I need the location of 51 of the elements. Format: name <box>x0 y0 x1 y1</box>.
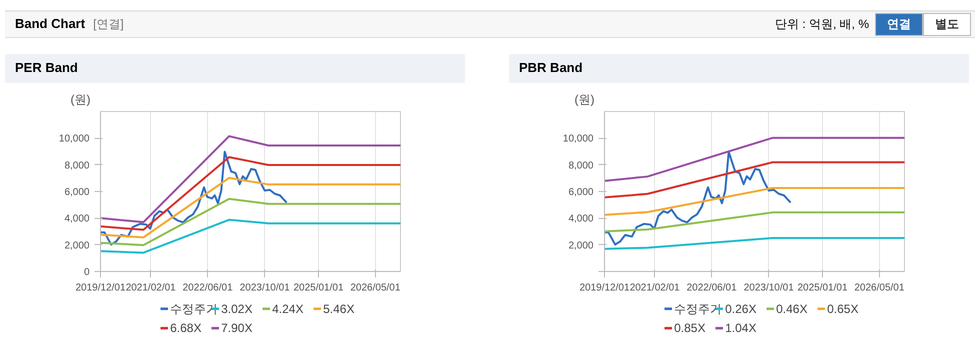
line-series <box>100 156 400 231</box>
text: [연결] <box>93 17 124 32</box>
y-tick-label: 6,000 <box>568 187 594 198</box>
line-series <box>100 150 288 246</box>
y-tick-label: 10,000 <box>562 134 594 145</box>
line-series <box>100 176 400 238</box>
legend-label: 5.46X <box>323 302 354 316</box>
legend-label: 4.24X <box>272 302 304 316</box>
x-tick-label: 2019/12/01 <box>75 282 126 294</box>
line-series <box>604 150 792 246</box>
x-tick-label: 2022/06/01 <box>686 282 738 294</box>
text: Band Chart <box>15 16 86 32</box>
legend-label: 7.90X <box>221 321 252 336</box>
line-series <box>100 135 400 224</box>
x-tick-label: 2022/06/01 <box>182 282 234 294</box>
x-tick-label: 2025/01/01 <box>797 282 848 294</box>
y-tick-label: 6,000 <box>64 187 90 198</box>
legend-label: 수정주가 <box>170 302 218 316</box>
legend-label: 6.68X <box>170 321 202 336</box>
legend-label: 수정주가 <box>674 302 722 316</box>
text: 단위 : 억원, 배, % <box>774 16 869 33</box>
line-series <box>100 198 400 246</box>
chart-title: PER Band <box>5 54 465 83</box>
line-series <box>100 218 400 254</box>
y-tick-label: 10,000 <box>58 134 90 145</box>
legend-label: 1.04X <box>725 321 756 336</box>
legend-label: 3.02X <box>221 302 252 316</box>
y-tick-label: 4,000 <box>64 214 90 225</box>
y-tick-label: 2,000 <box>64 240 90 252</box>
text: 연결 <box>875 12 923 36</box>
y-axis-title: (원) <box>574 92 594 106</box>
x-tick-label: 2019/12/01 <box>579 282 630 294</box>
y-tick-label: 4,000 <box>568 214 594 225</box>
y-tick-label: 0 <box>84 267 90 278</box>
x-tick-label: 2026/05/01 <box>350 282 401 294</box>
y-tick-label: 8,000 <box>64 160 90 172</box>
x-tick-label: 2023/10/01 <box>744 282 794 294</box>
y-tick-label: 2,000 <box>568 240 594 252</box>
x-tick-label: 2021/02/01 <box>630 282 680 294</box>
x-tick-label: 2026/05/01 <box>854 282 905 294</box>
text: 별도 <box>923 12 971 36</box>
x-tick-label: 2025/01/01 <box>293 282 344 294</box>
x-tick-label: 2023/10/01 <box>240 282 290 294</box>
legend-label: 0.46X <box>776 302 808 316</box>
legend-label: 0.26X <box>725 302 756 316</box>
chart-title: PBR Band <box>509 54 969 83</box>
legend-label: 0.85X <box>674 321 706 336</box>
y-axis-title: (원) <box>70 92 90 106</box>
y-tick-label: 8,000 <box>568 160 594 172</box>
legend-label: 0.65X <box>827 302 858 316</box>
x-tick-label: 2021/02/01 <box>126 282 176 294</box>
